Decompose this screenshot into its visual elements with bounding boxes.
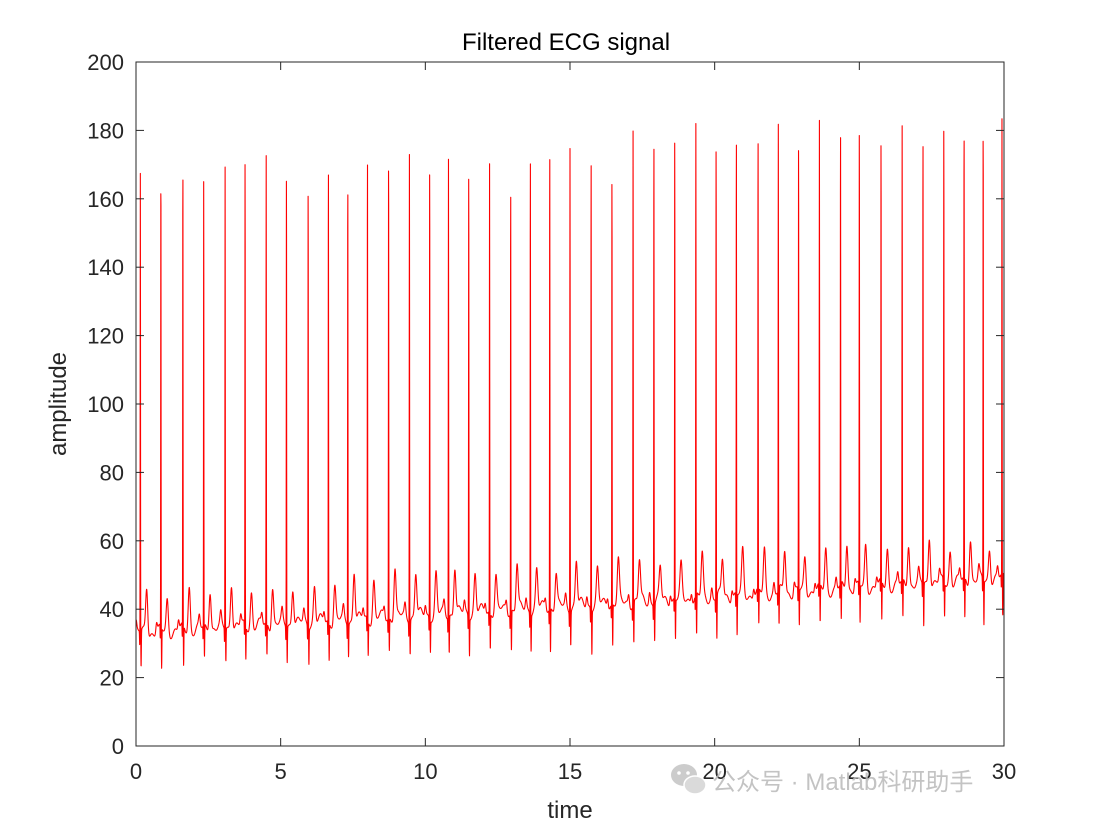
y-tick-label: 100 [87,392,124,417]
wechat-icon [671,764,707,795]
x-tick-label: 5 [275,759,287,784]
chart-title: Filtered ECG signal [462,29,670,56]
y-tick-label: 160 [87,187,124,212]
x-tick-label: 10 [413,759,437,784]
y-tick-label: 40 [100,597,124,622]
watermark: 公众号 · Matlab科研助手 [671,764,973,796]
x-axis: 0 5 10 15 20 25 30 [130,62,1016,784]
signal-layer [135,118,1005,669]
x-tick-label: 20 [702,759,726,784]
y-tick-label: 200 [87,50,124,75]
y-tick-label: 60 [100,529,124,554]
y-tick-label: 180 [87,118,124,143]
x-axis-title: time [547,797,592,824]
y-tick-label: 20 [100,666,124,691]
y-tick-label: 80 [100,460,124,485]
y-axis-title: amplitude [45,352,72,456]
x-tick-label: 30 [992,759,1016,784]
y-tick-label: 0 [112,734,124,759]
x-tick-label: 25 [847,759,871,784]
watermark-text: 公众号 · Matlab科研助手 [712,769,973,796]
x-tick-label: 15 [558,759,582,784]
y-tick-label: 120 [87,324,124,349]
y-tick-label: 140 [87,255,124,280]
x-tick-label: 0 [130,759,142,784]
y-axis: 0 20 40 60 80 100 120 140 160 180 200 [87,50,1004,759]
ecg-signal-line [135,118,1005,669]
